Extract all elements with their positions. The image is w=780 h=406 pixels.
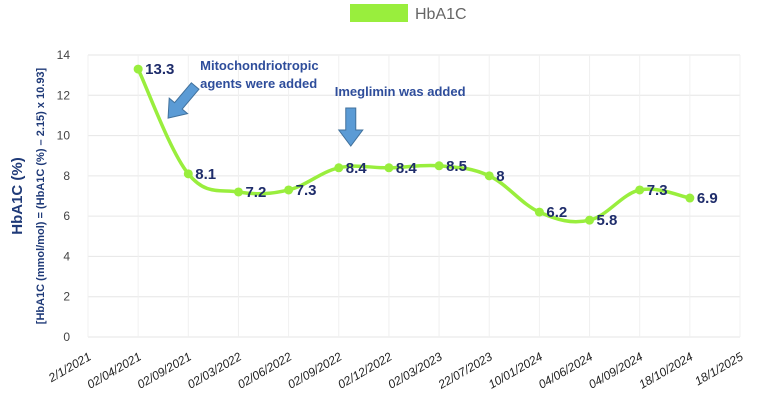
y-tick-label: 8 — [63, 169, 70, 183]
data-point[interactable] — [434, 161, 444, 171]
data-label: 8.1 — [195, 166, 216, 183]
data-point[interactable] — [384, 163, 394, 173]
y-tick-label: 14 — [57, 48, 71, 62]
annotations: Mitochondriotropic agents were added Imegl… — [200, 58, 465, 99]
x-tick-label: 02/03/2022 — [185, 349, 244, 391]
legend-label: HbA1C — [415, 6, 467, 23]
annotation-line: Mitochondriotropic — [200, 58, 318, 73]
data-point[interactable] — [183, 169, 193, 179]
y-axis-title: HbA1C (%) [HbA1C (mmol/mol) = (HbA1C (%)… — [9, 67, 47, 324]
data-point[interactable] — [635, 185, 645, 195]
x-tick-label: 02/06/2022 — [235, 349, 294, 391]
data-label: 7.3 — [647, 182, 668, 199]
annotation-line: Imeglimin was added — [335, 84, 466, 99]
data-point[interactable] — [685, 193, 695, 203]
x-tick-label: 02/09/2021 — [135, 349, 194, 391]
y-ticks: 0 2 4 6 8 10 12 14 — [57, 48, 71, 344]
data-point[interactable] — [534, 207, 544, 217]
x-tick-label: 18/10/2024 — [636, 349, 695, 391]
data-label: 5.8 — [597, 212, 618, 229]
x-tick-label: 02/09/2022 — [285, 349, 344, 391]
annotation-mitochondriotropic: Mitochondriotropic agents were added — [200, 58, 318, 91]
annotation-imeglimin: Imeglimin was added — [335, 84, 466, 99]
data-point[interactable] — [233, 187, 243, 197]
y-tick-label: 0 — [63, 330, 70, 344]
data-label: 6.9 — [697, 190, 718, 207]
y-tick-label: 12 — [57, 88, 71, 102]
data-label: 6.2 — [546, 204, 567, 221]
data-label: 13.3 — [145, 61, 174, 78]
legend-swatch — [350, 4, 408, 22]
data-points — [133, 64, 695, 225]
y-axis-sublabel: [HbA1C (mmol/mol) = (HbA1C (%) – 2.15) x… — [35, 67, 47, 324]
x-ticks: 2/1/202102/04/202102/09/202102/03/202202… — [45, 349, 746, 392]
data-label: 8 — [496, 168, 504, 185]
x-tick-label: 18/1/2025 — [692, 349, 746, 388]
data-label: 8.4 — [396, 160, 418, 177]
data-label: 7.2 — [245, 184, 266, 201]
data-point[interactable] — [585, 215, 595, 225]
data-label: 8.5 — [446, 158, 467, 175]
y-axis-label: HbA1C (%) — [9, 157, 26, 235]
annotation-line: agents were added — [200, 76, 317, 91]
y-tick-label: 6 — [63, 209, 70, 223]
data-point[interactable] — [284, 185, 294, 195]
y-tick-label: 10 — [57, 129, 71, 143]
annotation-arrow — [167, 82, 200, 119]
data-label: 7.3 — [296, 182, 317, 199]
x-tick-label: 02/12/2022 — [335, 349, 394, 391]
x-tick-label: 10/01/2024 — [486, 349, 545, 391]
data-point[interactable] — [484, 171, 494, 181]
x-tick-label: 02/04/2021 — [85, 349, 144, 391]
arrow-shape — [167, 82, 200, 119]
annotation-arrow — [337, 107, 364, 147]
x-tick-label: 04/09/2024 — [586, 349, 645, 391]
arrow-shape — [337, 107, 364, 147]
x-tick-label: 22/07/2023 — [435, 349, 495, 392]
data-point[interactable] — [133, 64, 143, 74]
annotation-arrows — [167, 82, 364, 147]
data-labels: 13.3 8.1 7.2 7.3 8.4 8.4 8.5 8 6.2 5.8 7.3 6.9 — [145, 61, 718, 229]
data-point[interactable] — [334, 163, 344, 173]
x-tick-label: 04/06/2024 — [536, 349, 595, 391]
y-tick-label: 2 — [63, 290, 70, 304]
legend[interactable]: HbA1C — [350, 4, 467, 23]
data-label: 8.4 — [346, 160, 368, 177]
y-tick-label: 4 — [63, 249, 70, 263]
x-tick-label: 02/03/2023 — [386, 349, 445, 391]
